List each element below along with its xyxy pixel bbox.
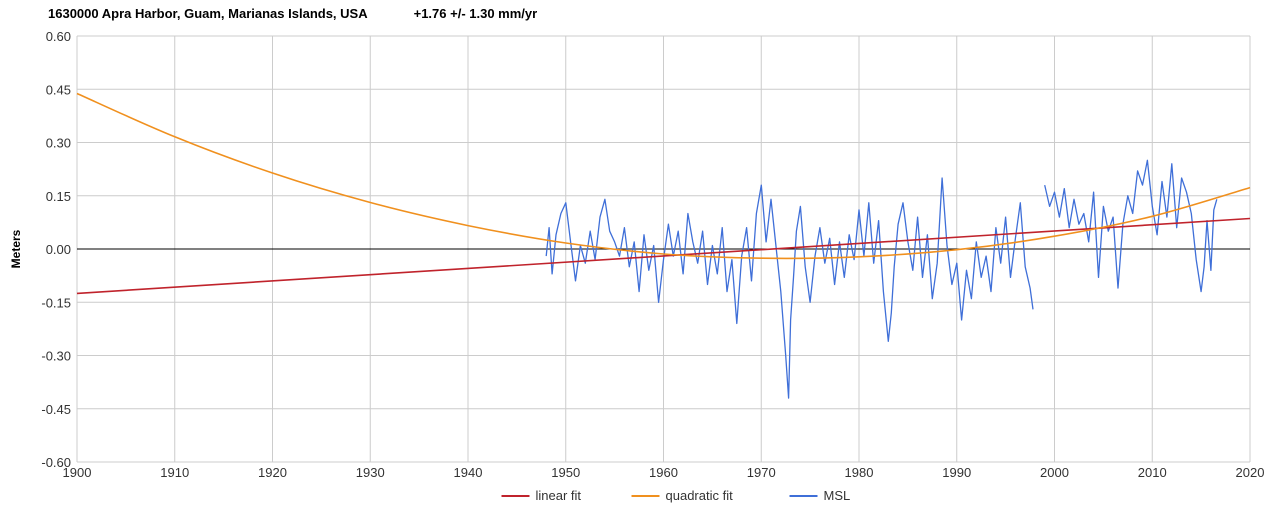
- x-tick-label-1900: 1900: [63, 465, 92, 480]
- series-line-linear-fit[interactable]: [76, 217, 1251, 295]
- legend-item-quadratic-fit[interactable]: quadratic fit: [631, 488, 734, 503]
- x-tick-label-1940: 1940: [454, 465, 483, 480]
- chart-title: 1630000 Apra Harbor, Guam, Marianas Isla…: [48, 6, 537, 21]
- y-tick-label-2: -0.30: [41, 349, 71, 364]
- legend-item-msl[interactable]: MSL: [789, 488, 851, 503]
- x-tick-labels: 1900 1910 1920 1930 1940 1950 1960 1970 1980 1990…: [63, 465, 1265, 480]
- x-tick-label-2000: 2000: [1040, 465, 1069, 480]
- x-tick-label-1910: 1910: [160, 465, 189, 480]
- x-tick-label-1950: 1950: [551, 465, 580, 480]
- y-tick-label-8: 0.60: [46, 29, 71, 44]
- y-axis-title: Meters: [9, 229, 23, 268]
- legend-label-linear-fit: linear fit: [536, 488, 582, 503]
- y-tick-label-3: -0.15: [41, 295, 71, 310]
- series-line-quadratic-fit[interactable]: [76, 92, 1251, 260]
- x-tick-label-1930: 1930: [356, 465, 385, 480]
- x-tick-label-1970: 1970: [747, 465, 776, 480]
- x-tick-label-1920: 1920: [258, 465, 287, 480]
- x-tick-label-1960: 1960: [649, 465, 678, 480]
- y-tick-label-7: 0.45: [46, 82, 71, 97]
- legend-label-msl: MSL: [824, 488, 851, 503]
- legend-item-linear-fit[interactable]: linear fit: [501, 488, 582, 503]
- x-tick-label-1980: 1980: [845, 465, 874, 480]
- chart-title-rate: +1.76 +/- 1.30 mm/yr: [413, 6, 538, 21]
- x-tick-label-2020: 2020: [1236, 465, 1265, 480]
- series-line-msl[interactable]: [545, 159, 1218, 399]
- y-tick-label-1: -0.45: [41, 402, 71, 417]
- x-tick-label-2010: 2010: [1138, 465, 1167, 480]
- y-tick-label-6: 0.30: [46, 136, 71, 151]
- y-tick-label-0: -0.60: [41, 455, 71, 470]
- y-tick-label-5: 0.15: [46, 189, 71, 204]
- series-lines: [76, 92, 1251, 399]
- chart-title-station: 1630000 Apra Harbor, Guam, Marianas Isla…: [48, 6, 368, 21]
- axis-titles: Meters: [9, 229, 23, 268]
- legend[interactable]: linear fit quadratic fit MSL: [501, 488, 851, 503]
- x-tick-label-1990: 1990: [942, 465, 971, 480]
- legend-label-quadratic-fit: quadratic fit: [666, 488, 734, 503]
- y-tick-label-4: 0.00: [46, 242, 71, 257]
- y-tick-labels: -0.60 -0.45 -0.30 -0.15 0.00 0.15 0.30 0.45 0.60: [41, 29, 71, 470]
